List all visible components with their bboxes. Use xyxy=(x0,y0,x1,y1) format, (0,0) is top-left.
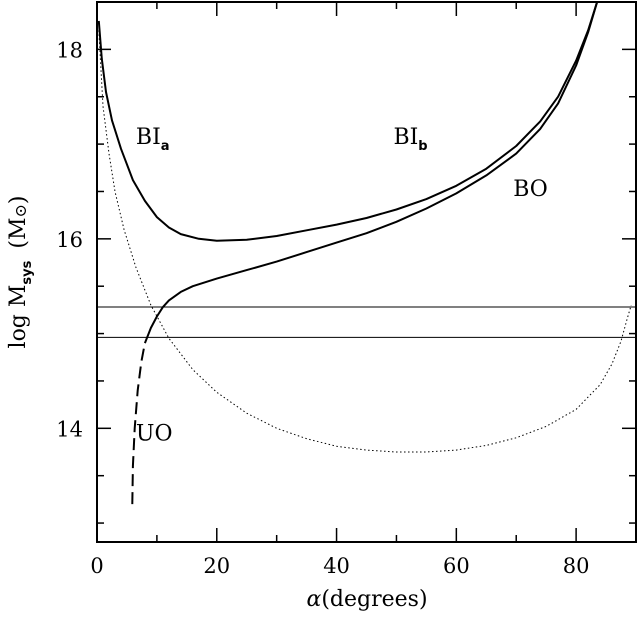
x-tick-label: 0 xyxy=(90,554,103,578)
y-tick-label: 16 xyxy=(56,228,83,252)
x-tick-label: 20 xyxy=(203,554,230,578)
y-tick-label: 14 xyxy=(56,417,83,441)
y-tick-label: 18 xyxy=(56,38,83,62)
series-line-1-solid xyxy=(97,2,599,242)
region-label-bo: BO xyxy=(513,177,548,202)
x-axis-label-text: (degrees) xyxy=(321,587,427,612)
region-label-uo: UO xyxy=(136,422,173,447)
y-axis-label-prefix: log M xyxy=(6,285,31,349)
series-group xyxy=(97,2,632,505)
y-axis-label-subscript: sys xyxy=(20,260,35,284)
region-label-bia: BIa xyxy=(136,125,170,154)
series-line-3-dashed xyxy=(131,342,146,505)
region-label-bib: BIb xyxy=(393,125,427,154)
x-tick-label: 60 xyxy=(443,554,470,578)
x-axis-label: α(degrees) xyxy=(306,587,427,612)
y-axis-label-sun-symbol: ⊙ xyxy=(11,204,30,217)
y-axis-label: log Msys (M⊙) xyxy=(6,196,35,349)
plot-frame xyxy=(96,1,637,543)
annotations: BIa BIb BO UO xyxy=(136,125,548,447)
x-tick-label: 40 xyxy=(323,554,350,578)
axes: 0 20 40 60 80 14 16 18 xyxy=(56,1,637,578)
series-line-2-solid xyxy=(143,2,599,344)
y-axis-label-units-close: ) xyxy=(6,196,31,205)
x-axis-label-symbol: α xyxy=(306,587,321,612)
x-tick-label: 80 xyxy=(563,554,590,578)
y-axis-label-units-open: (M xyxy=(6,218,31,249)
plot-area xyxy=(97,306,636,338)
series-line-4-dotted xyxy=(98,30,632,453)
